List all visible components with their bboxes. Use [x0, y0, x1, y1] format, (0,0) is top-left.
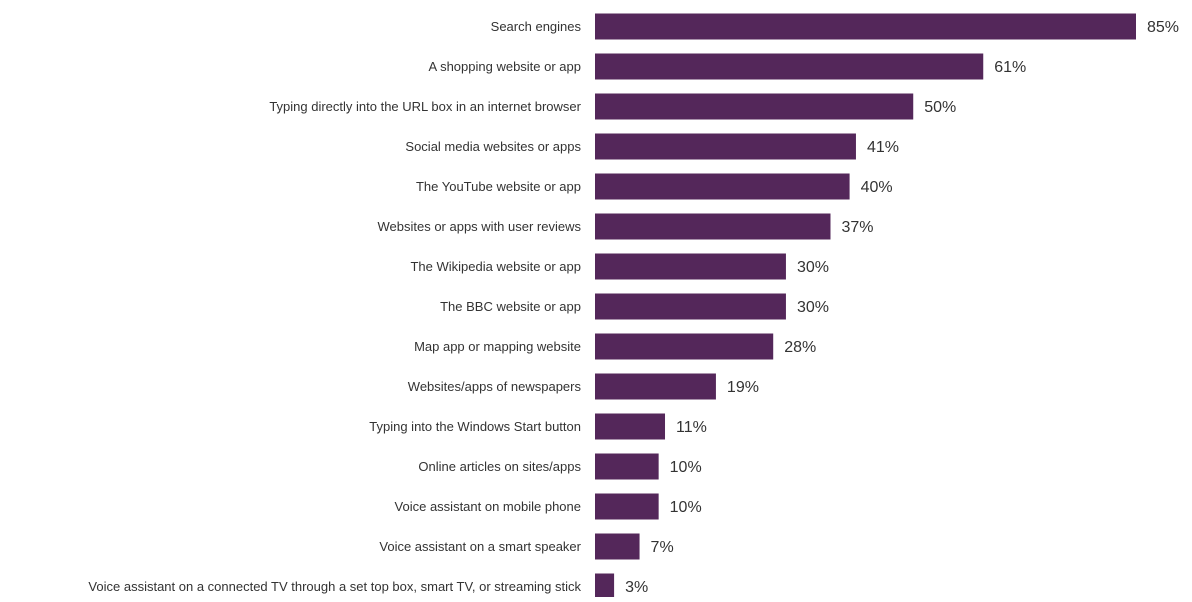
category-label: Voice assistant on a connected TV throug…: [88, 579, 581, 594]
data-label: 10%: [670, 459, 702, 476]
category-label: Online articles on sites/apps: [418, 459, 581, 474]
data-label: 30%: [797, 299, 829, 316]
bar: [595, 333, 774, 360]
category-label: Search engines: [491, 19, 582, 34]
data-label: 50%: [924, 99, 956, 116]
bar: [595, 373, 716, 400]
bar: [595, 413, 666, 440]
category-label: The Wikipedia website or app: [410, 259, 581, 274]
bar: [595, 173, 850, 200]
data-label: 7%: [651, 539, 674, 556]
category-label: A shopping website or app: [429, 59, 582, 74]
category-label: Websites or apps with user reviews: [377, 219, 581, 234]
bar: [595, 93, 914, 120]
data-label: 11%: [676, 419, 707, 436]
category-label: The BBC website or app: [440, 299, 581, 314]
bar: [595, 133, 856, 160]
category-label: Voice assistant on a smart speaker: [379, 539, 581, 554]
data-label: 3%: [625, 579, 648, 596]
data-label: 37%: [841, 219, 873, 236]
category-label: Typing directly into the URL box in an i…: [269, 99, 581, 114]
bar: [595, 253, 786, 280]
data-label: 10%: [670, 499, 702, 516]
data-label: 30%: [797, 259, 829, 276]
category-label: Map app or mapping website: [414, 339, 581, 354]
data-label: 19%: [727, 379, 759, 396]
category-label: The YouTube website or app: [416, 179, 581, 194]
bar: [595, 213, 831, 240]
bar: [595, 453, 659, 480]
data-label: 41%: [867, 139, 899, 156]
category-label: Voice assistant on mobile phone: [395, 499, 581, 514]
category-label: Typing into the Windows Start button: [369, 419, 581, 434]
category-label: Websites/apps of newspapers: [408, 379, 582, 394]
bar: [595, 533, 640, 560]
data-label: 85%: [1147, 19, 1179, 36]
data-label: 61%: [994, 59, 1026, 76]
bar: [595, 13, 1136, 40]
category-label: Social media websites or apps: [405, 139, 581, 154]
data-label: 28%: [784, 339, 816, 356]
bar: [595, 293, 786, 320]
bar: [595, 493, 659, 520]
bar: [595, 573, 615, 600]
bar: [595, 53, 984, 80]
data-label: 40%: [861, 179, 893, 196]
